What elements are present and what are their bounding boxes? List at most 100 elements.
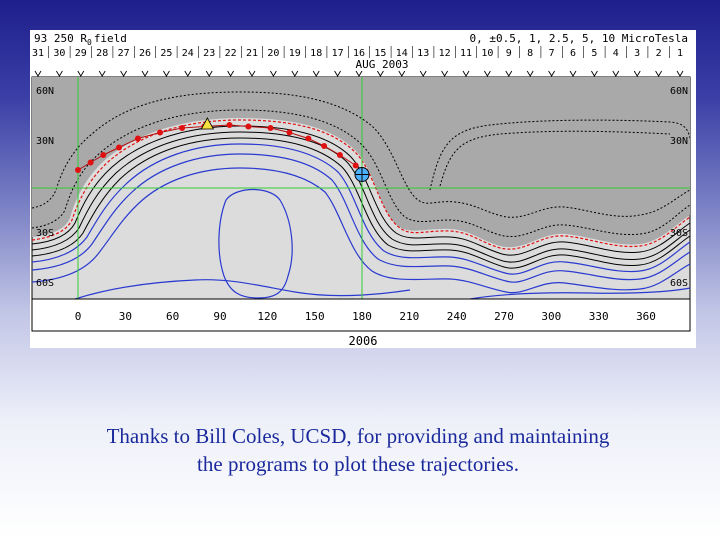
longitude-tick-label: 90 [213, 310, 226, 323]
day-tick-label: 27 [118, 48, 130, 59]
orbit-v-mark [77, 70, 85, 77]
day-tick-label: 15 [374, 48, 386, 59]
day-tick-label: 2 [656, 48, 662, 59]
header-right-label: 0, ±0.5, 1, 2.5, 5, 10 MicroTesla [469, 32, 688, 45]
day-tick-label: 31 [32, 48, 44, 59]
orbit-v-mark [184, 70, 192, 77]
month-label: AUG 2003 [356, 58, 409, 71]
orbit-v-mark [441, 70, 448, 77]
orbit-v-mark [569, 70, 577, 77]
grid-lines [32, 77, 690, 299]
orbit-v-mark [398, 70, 406, 77]
day-tick-label: 22 [225, 48, 237, 59]
orbit-v-mark [270, 70, 277, 77]
day-tick-label: 10 [481, 48, 493, 59]
orbit-v-mark [141, 70, 149, 77]
orbit-v-mark [419, 70, 427, 77]
trajectory-point [179, 125, 186, 131]
day-tick-label: 6 [570, 48, 576, 59]
synoptic-map-figure: 93 250 R0 field 0, ±0.5, 1, 2.5, 5, 10 Mi… [30, 30, 696, 348]
longitude-tick-label: 180 [352, 310, 372, 323]
header-left-label: 93 250 R0 field [34, 32, 127, 47]
orbit-v-mark [56, 70, 63, 77]
day-tick-label: 3 [634, 48, 640, 59]
trajectory-point [134, 135, 141, 142]
day-tick-label: 23 [203, 48, 215, 59]
lat-label-left: 30N [36, 136, 54, 147]
day-tick-label: 4 [613, 48, 619, 59]
day-tick-label: 25 [160, 48, 172, 59]
orbit-v-mark [205, 70, 213, 77]
day-tick-label: 24 [182, 48, 194, 59]
longitude-axis: 0 30 60 90 120 150 180 210 240 270 300 330 360 [75, 310, 656, 323]
longitude-tick-label: 60 [166, 310, 179, 323]
day-tick-label: 13 [417, 48, 429, 59]
trajectory-point [157, 129, 164, 136]
day-tick-label: 16 [353, 48, 365, 59]
longitude-tick-label: 330 [589, 310, 609, 323]
day-tick-label: 8 [527, 48, 533, 59]
day-tick-label: 11 [460, 48, 472, 59]
lat-label-left: 30S [36, 228, 54, 239]
neutral-line [31, 119, 691, 250]
lat-label-right: 60S [670, 278, 688, 289]
year-label: 2006 [349, 334, 378, 348]
caption-line-2: the programs to plot these trajectories. [197, 452, 519, 476]
day-tick-label: 18 [310, 48, 322, 59]
day-tick-label: 21 [246, 48, 258, 59]
lat-label-left: 60N [36, 86, 54, 97]
orbit-v-mark [248, 70, 256, 77]
trajectory-line [77, 124, 356, 171]
caption: Thanks to Bill Coles, UCSD, for providin… [30, 422, 686, 478]
longitude-tick-label: 120 [257, 310, 277, 323]
orbit-v-mark [227, 70, 234, 77]
longitude-tick-label: 150 [305, 310, 325, 323]
day-tick-label: 1 [677, 48, 683, 59]
longitude-tick-label: 270 [494, 310, 514, 323]
day-tick-label: 28 [96, 48, 108, 59]
longitude-tick-label: 210 [399, 310, 419, 323]
orbit-markers-row [34, 70, 684, 77]
orbit-v-mark [526, 70, 534, 77]
orbit-v-mark [34, 70, 42, 77]
day-tick-label: 19 [289, 48, 301, 59]
orbit-v-mark [120, 70, 127, 77]
trajectory-point [305, 135, 312, 142]
orbit-v-mark [334, 70, 341, 77]
target-crosshair-icon [354, 167, 370, 182]
day-tick-row: 31 30 29 28 27 26 25 24 23 22 21 20 19 18 17 16 15 14 13 12… [32, 46, 683, 59]
orbit-v-mark [291, 70, 299, 77]
orbit-v-mark [548, 70, 555, 77]
longitude-tick-label: 240 [447, 310, 467, 323]
orbit-v-mark [676, 70, 684, 77]
day-tick-label: 26 [139, 48, 151, 59]
lat-label-left: 60S [36, 278, 54, 289]
day-tick-label: 20 [267, 48, 279, 59]
orbit-v-mark [505, 70, 513, 77]
trajectory-point [245, 123, 252, 130]
orbit-v-mark [484, 70, 491, 77]
orbit-v-mark [462, 70, 470, 77]
trajectory-point [321, 143, 328, 149]
day-tick-label: 29 [75, 48, 87, 59]
orbit-v-mark [591, 70, 598, 77]
longitude-tick-label: 30 [119, 310, 132, 323]
lat-label-right: 30S [670, 228, 688, 239]
map-panel: 60N 30N 30S 60S 60N 30N 30S 60S [31, 76, 691, 300]
trajectory-point [336, 152, 343, 158]
trajectory-point [100, 152, 107, 158]
day-tick-label: 9 [506, 48, 512, 59]
longitude-tick-label: 360 [636, 310, 656, 323]
day-tick-label: 17 [332, 48, 344, 59]
orbit-v-mark [163, 70, 170, 77]
earth-triangle-icon [200, 117, 215, 130]
day-tick-label: 7 [549, 48, 555, 59]
positive-polarity-region [32, 77, 690, 248]
longitude-tick-label: 300 [541, 310, 561, 323]
lat-label-right: 60N [670, 86, 688, 97]
orbit-v-mark [633, 70, 641, 77]
longitude-tick-label: 0 [75, 310, 82, 323]
lat-label-right: 30N [670, 136, 688, 147]
trajectory-point [286, 129, 293, 136]
orbit-v-mark [312, 70, 320, 77]
